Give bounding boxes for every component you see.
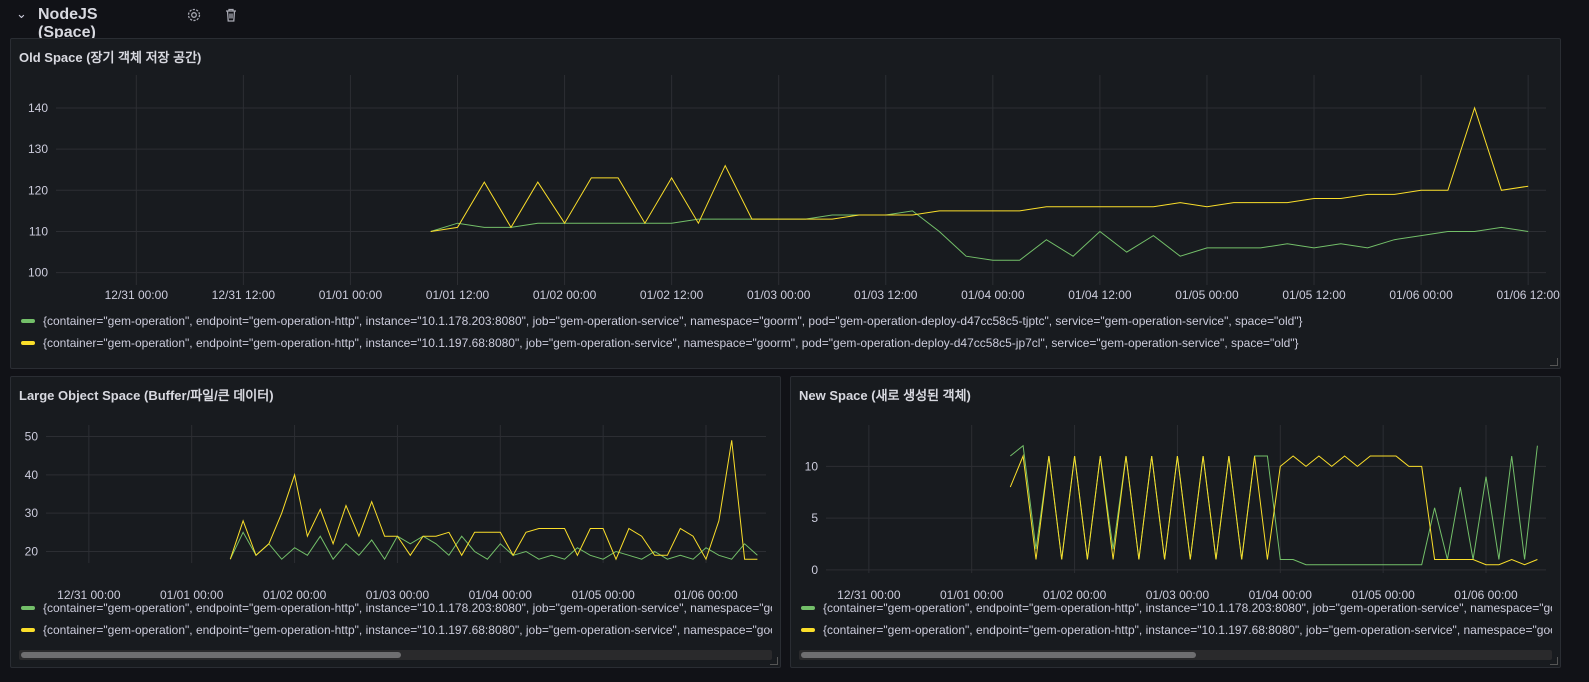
x-tick-label: 01/05 00:00 (1351, 588, 1415, 599)
x-tick-label: 01/06 12:00 (1496, 288, 1560, 302)
legend-item[interactable]: {container="gem-operation", endpoint="ge… (21, 619, 772, 641)
series-line-green (229, 531, 758, 561)
y-tick-label: 110 (29, 224, 48, 238)
x-tick-label: 01/06 00:00 (674, 588, 738, 599)
x-tick-label: 01/01 12:00 (426, 288, 490, 302)
y-tick-label: 20 (25, 545, 39, 559)
panel-new-space: New Space (새로 생성된 객체) 12/31 00:00 01/01 0… (790, 376, 1561, 668)
x-tick-label: 01/03 12:00 (854, 288, 918, 302)
legend-item[interactable]: {container="gem-operation", endpoint="ge… (801, 597, 1552, 619)
y-tick-label: 30 (25, 506, 39, 520)
x-tick-label: 01/04 12:00 (1068, 288, 1132, 302)
panel-title: New Space (새로 생성된 객체) (799, 388, 971, 403)
x-tick-label: 01/04 00:00 (1249, 588, 1313, 599)
y-tick-label: 10 (805, 459, 819, 473)
legend-label: {container="gem-operation", endpoint="ge… (43, 601, 772, 615)
series-line-yellow (1009, 454, 1538, 566)
x-tick-label: 01/04 00:00 (469, 588, 533, 599)
series-swatch (801, 628, 815, 632)
x-tick-label: 01/01 00:00 (940, 588, 1004, 599)
x-tick-label: 01/01 00:00 (160, 588, 224, 599)
series-line-yellow (229, 440, 758, 561)
trash-icon[interactable] (223, 7, 239, 23)
gear-icon[interactable] (186, 7, 202, 23)
legend-scrollbar[interactable] (19, 650, 772, 660)
y-tick-label: 0 (811, 563, 818, 577)
x-tick-label: 01/01 00:00 (319, 288, 383, 302)
x-tick-label: 01/04 00:00 (961, 288, 1025, 302)
resize-handle[interactable] (1550, 358, 1558, 366)
x-tick-label: 01/02 12:00 (640, 288, 704, 302)
x-tick-label: 01/05 00:00 (1175, 288, 1239, 302)
legend: {container="gem-operation", endpoint="ge… (21, 597, 772, 641)
x-tick-label: 01/02 00:00 (533, 288, 597, 302)
y-tick-label: 100 (28, 266, 48, 280)
series-swatch (21, 628, 35, 632)
chart-new-space: 12/31 00:00 01/01 00:00 01/02 00:00 01/03 0… (805, 425, 1546, 599)
panel-old-space: Old Space (장기 객체 저장 공간) 12/31 00:00 12/31… (10, 38, 1561, 369)
x-tick-label: 01/05 00:00 (571, 588, 635, 599)
x-tick-label: 01/02 00:00 (263, 588, 327, 599)
legend-item[interactable]: {container="gem-operation", endpoint="ge… (21, 310, 1552, 332)
series-swatch (21, 341, 35, 345)
panel-title: Old Space (장기 객체 저장 공간) (19, 50, 202, 65)
legend-label: {container="gem-operation", endpoint="ge… (43, 314, 1303, 328)
x-tick-label: 01/06 00:00 (1454, 588, 1518, 599)
x-tick-label: 01/03 00:00 (1146, 588, 1210, 599)
row-title[interactable]: NodeJS (Space) (38, 6, 98, 41)
series-line-yellow (430, 106, 1529, 232)
x-tick-label: 01/06 00:00 (1389, 288, 1453, 302)
legend: {container="gem-operation", endpoint="ge… (21, 310, 1552, 354)
resize-handle[interactable] (1550, 657, 1558, 665)
legend-item[interactable]: {container="gem-operation", endpoint="ge… (21, 597, 772, 619)
legend-scrollbar[interactable] (799, 650, 1552, 660)
y-tick-label: 5 (811, 511, 818, 525)
legend-item[interactable]: {container="gem-operation", endpoint="ge… (801, 619, 1552, 641)
x-tick-label: 01/03 00:00 (747, 288, 811, 302)
resize-handle[interactable] (770, 657, 778, 665)
series-swatch (21, 319, 35, 323)
y-tick-label: 140 (28, 101, 48, 115)
series-swatch (21, 606, 35, 610)
scrollbar-thumb[interactable] (801, 652, 1196, 658)
y-tick-label: 50 (25, 430, 39, 444)
x-tick-label: 01/05 12:00 (1282, 288, 1346, 302)
chevron-down-icon[interactable]: ⌄ (16, 6, 27, 21)
legend-label: {container="gem-operation", endpoint="ge… (43, 336, 1299, 350)
x-tick-label: 12/31 00:00 (105, 288, 169, 302)
series-swatch (801, 606, 815, 610)
y-tick-label: 130 (28, 142, 48, 156)
chart-old-space: 12/31 00:00 12/31 12:00 01/01 00:00 01/01 1… (28, 75, 1560, 302)
chart-large-object-space: 12/31 00:00 01/01 00:00 01/02 00:00 01/03 0… (25, 425, 766, 599)
x-tick-label: 12/31 00:00 (57, 588, 121, 599)
panel-title: Large Object Space (Buffer/파일/큰 데이터) (19, 388, 274, 403)
y-tick-label: 40 (25, 468, 39, 482)
legend-label: {container="gem-operation", endpoint="ge… (823, 623, 1552, 637)
legend-label: {container="gem-operation", endpoint="ge… (823, 601, 1552, 615)
legend-label: {container="gem-operation", endpoint="ge… (43, 623, 772, 637)
y-tick-label: 120 (28, 183, 48, 197)
x-tick-label: 01/02 00:00 (1043, 588, 1107, 599)
series-line-green (430, 210, 1529, 261)
x-tick-label: 01/03 00:00 (366, 588, 430, 599)
x-tick-label: 12/31 12:00 (212, 288, 276, 302)
legend: {container="gem-operation", endpoint="ge… (801, 597, 1552, 641)
scrollbar-thumb[interactable] (21, 652, 401, 658)
x-tick-label: 12/31 00:00 (837, 588, 901, 599)
legend-item[interactable]: {container="gem-operation", endpoint="ge… (21, 332, 1552, 354)
panel-large-object-space: Large Object Space (Buffer/파일/큰 데이터) 12/… (10, 376, 781, 668)
